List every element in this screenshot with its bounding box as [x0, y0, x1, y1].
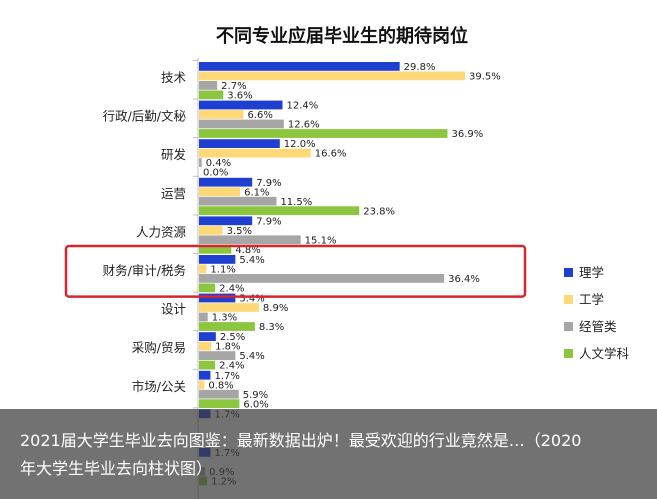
bar — [199, 187, 241, 197]
bar — [199, 148, 311, 158]
bar — [199, 129, 448, 138]
bar — [199, 110, 244, 119]
category-label: 运营 — [161, 186, 186, 201]
caption-overlay: 2021届大学生毕业去向图鉴：最新数据出炉！最受欢迎的行业竟然是…（2020年大… — [0, 409, 657, 499]
legend-swatch — [564, 268, 573, 277]
legend-label: 工学 — [579, 292, 604, 307]
bar — [199, 351, 236, 360]
data-label: 2.4% — [219, 284, 244, 295]
bar — [199, 264, 207, 274]
legend-swatch — [564, 322, 573, 331]
data-label: 23.8% — [363, 206, 395, 217]
data-label: 36.9% — [451, 129, 483, 140]
bar — [199, 158, 202, 167]
bar — [199, 293, 236, 303]
data-label: 7.9% — [256, 216, 281, 227]
data-label: 39.5% — [469, 72, 501, 83]
bar — [199, 139, 280, 148]
data-label: 12.6% — [288, 120, 320, 131]
bar — [199, 62, 400, 71]
bar — [199, 71, 465, 81]
bar — [199, 389, 239, 399]
data-label: 29.8% — [404, 62, 436, 73]
category-label: 研发 — [161, 147, 187, 162]
data-label: 6.0% — [243, 399, 268, 410]
data-label: 5.4% — [239, 294, 264, 305]
bar — [199, 380, 205, 390]
legend-swatch — [564, 295, 573, 304]
caption-text: 2021届大学生毕业去向图鉴：最新数据出炉！最受欢迎的行业竟然是…（2020年大… — [20, 431, 582, 478]
bar — [199, 332, 216, 341]
category-label: 技术 — [161, 70, 187, 85]
data-label: 5.4% — [239, 255, 264, 266]
bar — [199, 81, 218, 90]
bar — [199, 119, 284, 129]
category-label: 市场/公关 — [132, 379, 186, 394]
data-label: 11.5% — [280, 197, 312, 208]
data-label: 1.8% — [215, 342, 240, 353]
category-label: 财务/审计/税务 — [103, 263, 186, 278]
bar — [199, 303, 259, 312]
bar — [199, 90, 224, 100]
legend-label: 理学 — [579, 265, 604, 280]
data-label: 3.5% — [227, 226, 252, 237]
highlight-box — [64, 244, 527, 298]
bar — [199, 274, 445, 283]
bar — [199, 399, 240, 409]
data-label: 0.8% — [208, 380, 233, 391]
bar — [199, 341, 212, 351]
category-label: 行政/后勤/文秘 — [103, 109, 187, 124]
data-label: 1.1% — [210, 265, 235, 276]
data-label: 4.8% — [235, 245, 260, 256]
data-label: 8.3% — [259, 322, 284, 333]
data-label: 3.6% — [227, 91, 252, 102]
bar — [199, 225, 223, 235]
bar — [199, 216, 253, 226]
bar — [199, 312, 208, 322]
data-label: 2.5% — [220, 332, 245, 343]
category-label: 设计 — [161, 302, 186, 317]
data-label: 0.4% — [206, 158, 231, 169]
bar — [199, 196, 277, 206]
bar — [199, 322, 255, 331]
data-label: 15.1% — [305, 235, 337, 246]
data-label: 6.6% — [247, 110, 272, 121]
data-label: 6.1% — [244, 187, 269, 198]
bar — [199, 370, 211, 380]
data-label: 5.4% — [239, 351, 264, 362]
legend-swatch — [564, 349, 573, 358]
data-label: 36.4% — [448, 274, 480, 285]
bar — [199, 283, 216, 293]
legend-label: 经管类 — [579, 319, 617, 334]
data-label: 5.9% — [243, 390, 268, 401]
data-label: 2.7% — [221, 81, 246, 92]
chart-title: 不同专业应届毕业生的期待岗位 — [216, 25, 468, 47]
bar — [199, 177, 253, 187]
bar — [199, 206, 360, 216]
bar — [199, 100, 283, 110]
legend-label: 人文学科 — [579, 346, 630, 361]
data-label: 0.0% — [203, 168, 228, 179]
data-label: 8.9% — [263, 303, 288, 314]
data-label: 12.4% — [287, 101, 319, 112]
bar — [199, 235, 301, 245]
data-label: 2.4% — [219, 361, 244, 372]
category-label: 人力资源 — [136, 224, 187, 239]
data-label: 16.6% — [315, 149, 347, 160]
data-label: 1.3% — [212, 313, 237, 324]
bar — [199, 244, 232, 254]
bar — [199, 360, 216, 370]
data-label: 12.0% — [284, 139, 316, 150]
bar — [199, 255, 236, 264]
category-label: 采购/贸易 — [132, 340, 186, 355]
data-label: 7.9% — [256, 178, 281, 189]
data-label: 1.7% — [214, 371, 239, 382]
